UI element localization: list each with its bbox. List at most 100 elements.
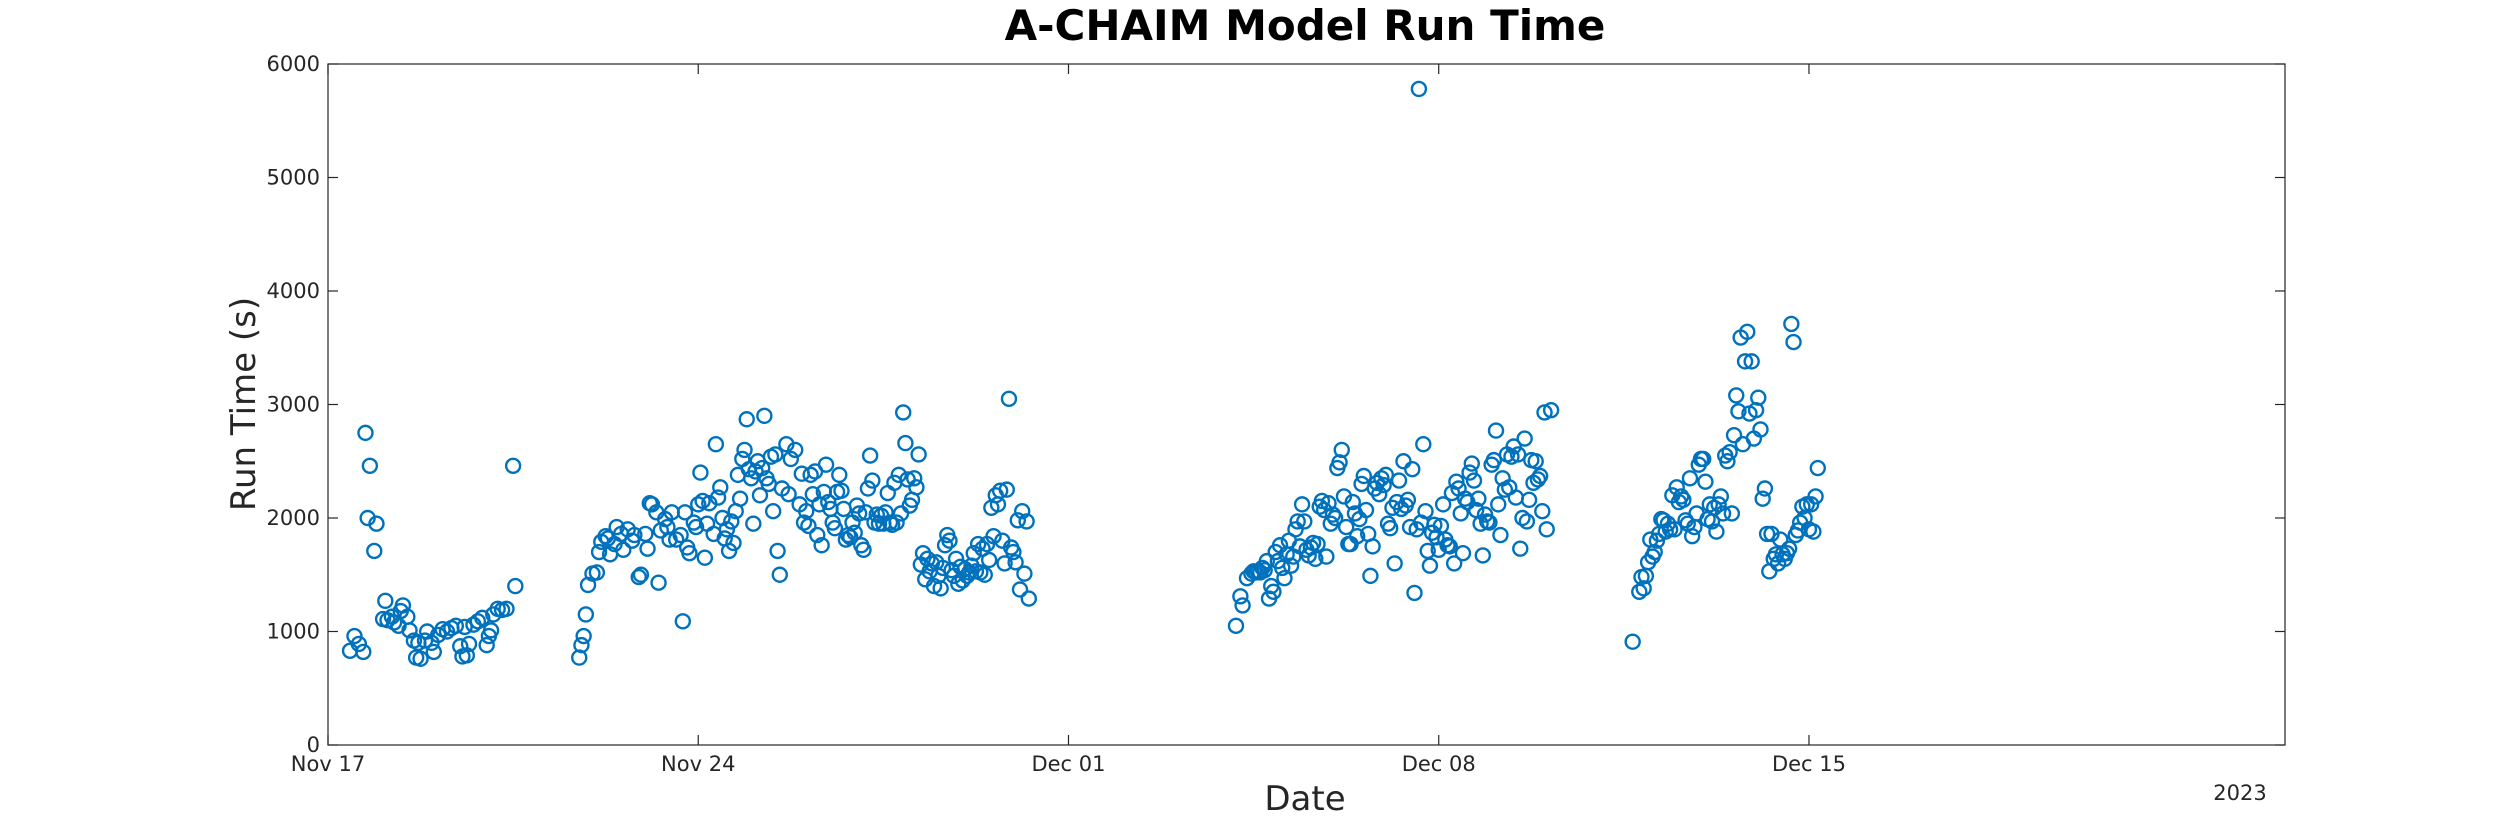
data-point [1512,540,1529,557]
data-point [1326,509,1344,527]
data-point [377,592,394,610]
data-point [857,504,874,521]
data-point [936,537,954,554]
data-point [1454,544,1472,562]
data-point [864,472,881,489]
y-tick-label: 0 [307,733,320,757]
data-point [355,643,372,661]
data-point [835,500,852,518]
data-point [1534,502,1551,520]
data-point [725,534,742,552]
data-point [482,622,500,639]
data-point [1355,467,1372,485]
data-point [782,450,800,468]
data-point [588,564,606,581]
data-point [1373,470,1390,487]
axes: 0 1000 2000 3000 4000 5000 6000 Nov 17 Nov 24 Dec… [267,52,2286,776]
data-point [998,481,1015,498]
x-tick-label: Dec 08 [1402,752,1476,776]
data-point [447,617,465,635]
data-point [1648,532,1666,549]
data-point [833,482,850,499]
data-markers [341,80,1826,667]
data-point [1020,590,1038,607]
data-point [696,549,714,566]
y-tick-label: 5000 [267,166,320,190]
data-point [469,613,487,630]
data-point [1018,513,1035,530]
data-point [1487,422,1505,439]
data-point [846,524,863,541]
data-point [826,520,844,537]
data-point [1631,583,1648,600]
data-point [1789,522,1807,539]
data-point [1415,436,1432,453]
data-point [1014,502,1031,520]
data-point [1461,464,1478,481]
x-tick-label: Dec 01 [1031,752,1105,776]
x-tick-label: Nov 24 [661,752,735,776]
data-point [1542,401,1560,419]
data-point [692,464,709,481]
data-point [1470,490,1487,507]
data-point [1708,523,1725,540]
data-point [590,543,608,561]
data-point [401,622,418,639]
data-point [961,564,978,581]
data-point [820,493,837,511]
data-point [1723,505,1741,522]
data-point [672,526,689,544]
data-point [1701,496,1719,513]
data-point [577,606,595,623]
data-point [1785,333,1802,351]
data-point [1386,555,1403,572]
data-point [1318,548,1335,565]
data-point [456,618,473,636]
data-point [1485,451,1503,469]
data-point [1683,527,1701,545]
data-point [412,650,429,667]
data-point [1399,491,1417,509]
data-point [1009,512,1026,529]
data-point [1756,480,1774,497]
data-point [1809,459,1826,477]
data-point [1736,353,1754,370]
data-point [1730,403,1747,420]
data-point [809,526,826,544]
data-point [1362,567,1379,585]
data-point [787,441,804,459]
data-point [1296,513,1313,530]
data-point [1725,426,1743,444]
data-point [681,544,698,562]
data-point [736,441,753,459]
data-point [1754,490,1771,507]
data-point [965,544,982,562]
data-point [947,550,965,568]
data-point [1000,390,1018,408]
data-point [1802,496,1820,513]
data-point [366,542,383,560]
data-point [507,577,524,595]
data-point [1382,520,1399,537]
data-point [1371,485,1388,503]
data-point [1728,387,1745,404]
data-point [1710,496,1727,513]
data-point [1538,521,1555,538]
data-point [1783,315,1800,333]
data-point [1516,430,1533,447]
data-point [460,635,478,653]
data-point [1714,505,1732,522]
data-point [1505,438,1522,455]
data-point [575,627,592,645]
data-point [1448,473,1465,490]
data-point [1739,323,1756,341]
data-point [1507,489,1525,506]
data-point [753,459,771,477]
data-point [1476,506,1494,523]
year-label: 2023 [2213,781,2266,805]
data-point [756,407,773,425]
data-point [969,535,987,553]
data-point [1390,472,1408,489]
data-point [1227,617,1245,635]
data-point [881,514,899,531]
